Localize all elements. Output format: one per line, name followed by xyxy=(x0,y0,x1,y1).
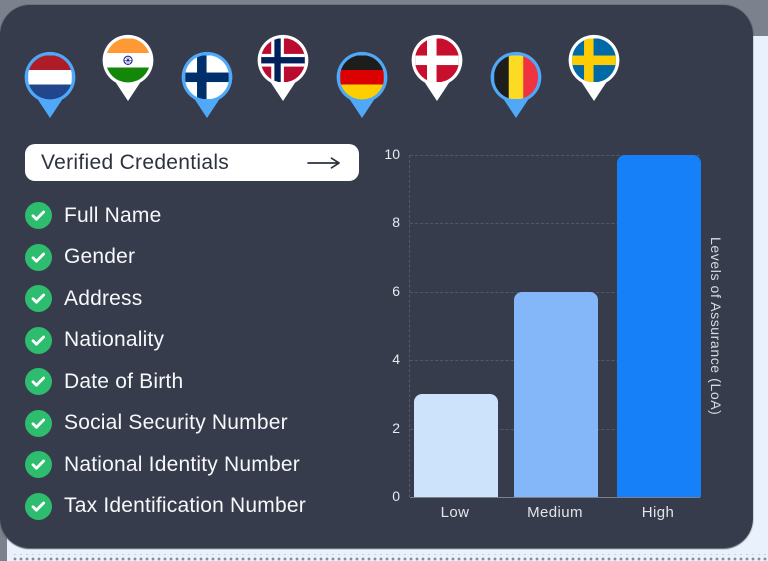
gridline-y-0 xyxy=(410,497,700,498)
gridline-y-8 xyxy=(410,223,700,225)
flag-pin-norway-icon xyxy=(254,33,312,102)
check-circle-icon xyxy=(25,202,52,230)
x-axis-label-low: Low xyxy=(440,504,470,521)
credential-item: Date of Birth xyxy=(25,361,375,403)
credential-label: Date of Birth xyxy=(64,369,184,393)
long-right-arrow-icon xyxy=(307,156,340,169)
y-tick-label: 2 xyxy=(392,419,400,436)
credential-item: Full Name xyxy=(25,195,375,237)
flag-pin-finland-icon xyxy=(178,50,236,119)
flag-pin-germany-icon xyxy=(333,50,391,119)
verified-credentials-label: Verified Credentials xyxy=(41,150,230,174)
flag-pin-belgium-icon xyxy=(487,50,545,119)
bar-high xyxy=(617,155,701,497)
x-axis-label-medium: Medium xyxy=(527,504,583,521)
check-circle-icon xyxy=(25,492,52,520)
credential-label: National Identity Number xyxy=(64,452,300,476)
check-circle-icon xyxy=(25,409,52,437)
credential-item: National Identity Number xyxy=(25,444,375,486)
check-circle-icon xyxy=(25,451,52,479)
flag-pin-denmark-icon xyxy=(408,33,466,102)
check-circle-icon xyxy=(25,285,52,313)
credential-item: Social Security Number xyxy=(25,403,375,445)
gridline-y-10 xyxy=(410,155,700,156)
credential-item: Nationality xyxy=(25,320,375,362)
check-circle-icon xyxy=(25,243,52,271)
flag-pin-sweden-icon xyxy=(565,33,623,102)
y-tick-label: 4 xyxy=(392,351,400,368)
credential-item: Tax Identification Number xyxy=(25,486,375,528)
credential-label: Address xyxy=(64,286,143,310)
dotted-pattern xyxy=(12,554,768,561)
dark-card: Verified Credentials Full Name Gender Ad… xyxy=(0,5,753,549)
check-circle-icon xyxy=(25,368,52,396)
y-tick-label: 8 xyxy=(392,214,400,231)
credential-item: Address xyxy=(25,278,375,320)
credential-label: Nationality xyxy=(64,328,165,352)
verified-credentials-pill: Verified Credentials xyxy=(25,144,359,181)
y-tick-label: 6 xyxy=(392,282,400,299)
y-tick-label: 0 xyxy=(392,488,400,504)
credential-label: Tax Identification Number xyxy=(64,494,306,518)
credential-label: Full Name xyxy=(64,203,162,227)
credentials-list: Full Name Gender Address Nationality Dat… xyxy=(25,195,375,527)
bar-medium xyxy=(514,291,598,497)
credential-label: Gender xyxy=(64,245,136,269)
chart-plot-area xyxy=(409,155,701,498)
credential-item: Gender xyxy=(25,237,375,279)
y-tick-label: 10 xyxy=(384,146,400,162)
flag-pin-netherlands-icon xyxy=(21,50,79,119)
flag-pin-india-icon xyxy=(99,33,157,102)
check-circle-icon xyxy=(25,326,52,354)
x-axis-label-high: High xyxy=(641,504,675,521)
chart-y-axis-title: Levels of Assurance (LoA) xyxy=(708,236,724,416)
bar-low xyxy=(414,394,498,497)
credential-label: Social Security Number xyxy=(64,411,288,435)
